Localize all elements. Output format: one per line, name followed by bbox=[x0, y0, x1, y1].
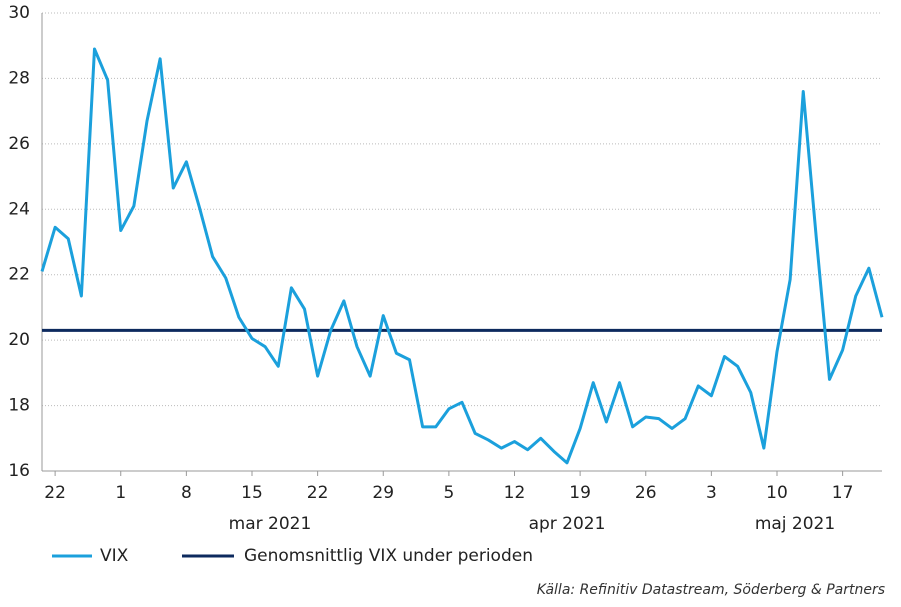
y-tick-label: 16 bbox=[8, 461, 30, 481]
x-tick-label: 26 bbox=[635, 483, 657, 503]
x-tick-label: 17 bbox=[832, 483, 854, 503]
month-label: maj 2021 bbox=[755, 514, 835, 534]
y-tick-label: 26 bbox=[8, 134, 30, 154]
x-tick-label: 22 bbox=[307, 483, 329, 503]
x-tick-label: 19 bbox=[569, 483, 591, 503]
legend-label: VIX bbox=[100, 546, 129, 566]
y-tick-label: 22 bbox=[8, 265, 30, 285]
vix-line bbox=[40, 47, 884, 465]
x-tick-label: 8 bbox=[181, 483, 192, 503]
month-label: mar 2021 bbox=[229, 514, 312, 534]
y-tick-label: 24 bbox=[8, 199, 30, 219]
x-tick-label: 29 bbox=[372, 483, 394, 503]
x-tick-label: 22 bbox=[44, 483, 66, 503]
y-tick-label: 30 bbox=[8, 3, 30, 23]
y-tick-label: 18 bbox=[8, 396, 30, 416]
month-label: apr 2021 bbox=[529, 514, 606, 534]
source-note: Källa: Refinitiv Datastream, Söderberg &… bbox=[537, 582, 885, 598]
x-tick-label: 5 bbox=[443, 483, 454, 503]
x-tick-label: 10 bbox=[766, 483, 788, 503]
x-tick-label: 12 bbox=[504, 483, 526, 503]
y-tick-label: 20 bbox=[8, 330, 30, 350]
legend-label: Genomsnittlig VIX under perioden bbox=[244, 546, 533, 566]
x-tick-label: 3 bbox=[706, 483, 717, 503]
x-tick-label: 15 bbox=[241, 483, 263, 503]
x-tick-label: 1 bbox=[115, 483, 126, 503]
y-tick-label: 28 bbox=[8, 68, 30, 88]
